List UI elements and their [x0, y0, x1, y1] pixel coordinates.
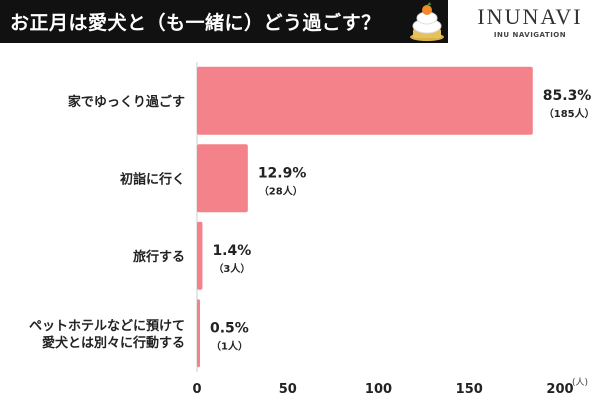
bar-2	[197, 144, 248, 213]
count-label-3: （3人）	[213, 262, 250, 275]
count-label-4: （1人）	[211, 339, 248, 352]
category-label-4-line-1: ペットホテルなどに預けて	[29, 319, 185, 334]
brand-logo: INUNAVI INU NAVIGATION	[470, 4, 590, 40]
bar-4	[197, 299, 200, 368]
count-label-2: （28人）	[259, 184, 303, 197]
category-label-1: 家でゆっくり過ごす	[68, 94, 185, 110]
x-tick-label-150: 150	[456, 382, 483, 397]
kagami-mochi-icon	[410, 2, 444, 41]
percent-label-1: 85.3%	[543, 88, 592, 104]
x-tick-label-50: 50	[279, 382, 297, 397]
category-label-4-line-2: 愛犬とは別々に行動する	[42, 335, 185, 351]
count-label-1: （185人）	[544, 107, 595, 120]
category-label-3: 旅行する	[133, 249, 185, 265]
x-axis-unit: (人)	[572, 377, 588, 388]
brand-subtitle: INU NAVIGATION	[493, 31, 567, 39]
percent-label-4: 0.5%	[210, 320, 249, 336]
x-tick-label-100: 100	[365, 382, 392, 397]
percent-label-3: 1.4%	[212, 243, 251, 259]
bar-3	[197, 221, 203, 290]
x-tick-label-0: 0	[192, 382, 201, 397]
category-label-2: 初詣に行く	[120, 171, 185, 187]
bar-1	[197, 66, 533, 135]
chart-title: お正月は愛犬と（も一緒に）どう過ごす？	[10, 12, 381, 34]
x-tick-label-200: 200	[546, 382, 573, 397]
percent-label-2: 12.9%	[258, 165, 307, 181]
brand-name: INUNAVI	[477, 4, 583, 29]
title-bar: お正月は愛犬と（も一緒に）どう過ごす？	[0, 0, 448, 43]
